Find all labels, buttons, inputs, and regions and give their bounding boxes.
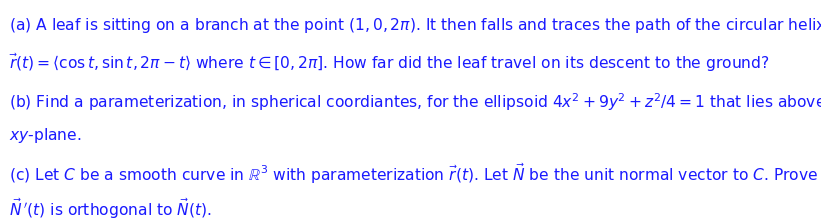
Text: $xy$-plane.: $xy$-plane. — [9, 126, 82, 145]
Text: (b) Find a parameterization, in spherical coordiantes, for the ellipsoid $4x^2 +: (b) Find a parameterization, in spherica… — [9, 91, 821, 112]
Text: (a) A leaf is sitting on a branch at the point $(1, 0, 2\pi)$. It then falls and: (a) A leaf is sitting on a branch at the… — [9, 16, 821, 35]
Text: (c) Let $C$ be a smooth curve in $\mathbb{R}^3$ with parameterization $\vec{r}(t: (c) Let $C$ be a smooth curve in $\mathb… — [9, 162, 821, 186]
Text: $\vec{r}(t) = \langle \cos t, \sin t, 2\pi - t\rangle$ where $t \in [0, 2\pi]$. : $\vec{r}(t) = \langle \cos t, \sin t, 2\… — [9, 52, 770, 74]
Text: $\vec{N}\,'(t)$ is orthogonal to $\vec{N}(t)$.: $\vec{N}\,'(t)$ is orthogonal to $\vec{N… — [9, 197, 212, 221]
